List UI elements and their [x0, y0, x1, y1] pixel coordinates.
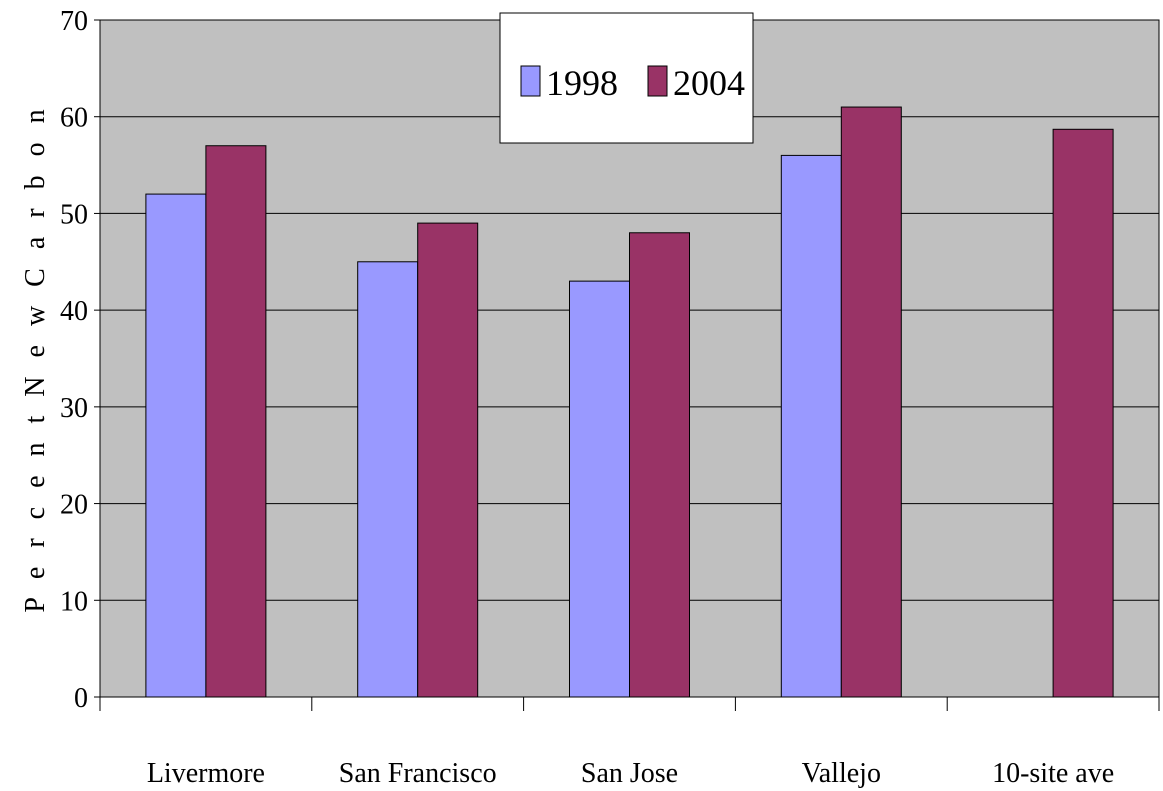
- legend-swatch-1998: [520, 65, 541, 97]
- y-tick-label: 0: [74, 683, 88, 714]
- axes: [94, 19, 1160, 711]
- y-tick-label: 70: [60, 6, 88, 37]
- bar-2004-san-francisco: [417, 222, 479, 698]
- y-tick-label: 20: [60, 490, 88, 521]
- y-tick-label: 10: [60, 586, 88, 617]
- x-category-label: 10-site ave: [992, 758, 1114, 789]
- bar-1998-vallejo: [780, 154, 842, 698]
- y-tick-labels: 0 10 20 30 40 50 60 70: [60, 6, 88, 714]
- legend-label-1998: 1998: [546, 63, 618, 103]
- x-category-label: San Jose: [581, 758, 678, 789]
- y-tick-label: 30: [60, 393, 88, 424]
- bar-2004-san-jose: [629, 232, 690, 698]
- x-category-labels: Livermore San Francisco San Jose Vallejo 10-…: [147, 758, 1114, 789]
- legend-box: [499, 12, 754, 144]
- x-category-label: Vallejo: [802, 758, 881, 789]
- bar-2004-10-site-ave: [1052, 128, 1114, 698]
- bar-1998-san-francisco: [357, 261, 419, 698]
- legend: 1998 2004: [499, 12, 754, 144]
- bar-1998-san-jose: [569, 280, 630, 698]
- legend-swatch-2004: [647, 65, 668, 97]
- x-category-label: Livermore: [147, 758, 265, 789]
- y-axis-title: P e r c e n t N e w C a r b o n: [20, 103, 51, 612]
- y-tick-label: 40: [60, 296, 88, 327]
- y-tick-label: 50: [60, 199, 88, 230]
- bar-2004-vallejo: [840, 106, 902, 698]
- bar-2004-livermore: [205, 145, 267, 698]
- x-category-label: San Francisco: [339, 758, 497, 789]
- legend-label-2004: 2004: [673, 63, 745, 103]
- y-tick-label: 60: [60, 103, 88, 134]
- bars: [145, 106, 1114, 698]
- bar-1998-livermore: [145, 193, 207, 698]
